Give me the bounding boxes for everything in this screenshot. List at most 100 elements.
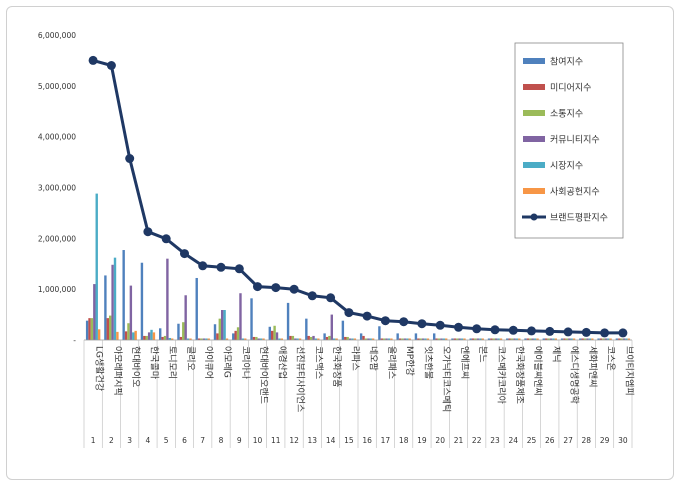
rank-label: 15	[344, 436, 354, 445]
bar	[487, 338, 491, 340]
bar	[202, 338, 206, 340]
category-label: 오가닉티코스메틱	[441, 346, 453, 412]
bar	[88, 318, 91, 340]
bar	[116, 331, 119, 340]
bar	[325, 336, 329, 340]
category-label: 한국화장품제조	[514, 346, 525, 404]
legend-label: 시장지수	[550, 161, 583, 172]
bar	[445, 338, 448, 340]
x-axis: LG생활건강 1 아모레퍼시픽 2 현대바이오 3 한국콜마 4 토니모리 5 클리오 6 아이큐어 7 아…	[83, 339, 635, 448]
category-label: 네오팜	[368, 346, 379, 371]
bar	[533, 338, 537, 340]
bar	[335, 338, 338, 340]
bar	[618, 338, 621, 340]
bar	[414, 333, 418, 340]
bar	[223, 310, 226, 340]
bar	[168, 337, 171, 340]
bar	[554, 338, 557, 340]
bar	[481, 338, 484, 340]
rank-label: 3	[127, 436, 132, 445]
bar	[305, 318, 308, 340]
category-label: 한국콜마	[148, 346, 159, 380]
bar	[362, 335, 365, 340]
bar	[518, 338, 521, 340]
line-point	[399, 317, 409, 327]
bar	[433, 333, 436, 340]
line-point	[106, 61, 116, 70]
bar	[314, 338, 318, 340]
y-tick-label: 5,000,000	[38, 82, 76, 91]
bar	[333, 338, 336, 340]
bar	[417, 338, 420, 340]
y-tick-label: 3,000,000	[38, 184, 76, 193]
category-label: 현대바이오	[130, 346, 141, 387]
bar	[424, 338, 427, 340]
bar	[406, 338, 409, 340]
rank-label: 7	[200, 436, 205, 445]
bar	[278, 338, 281, 340]
bar	[286, 302, 290, 340]
legend-marker	[530, 213, 538, 221]
bar	[234, 330, 237, 340]
line-point	[508, 325, 518, 335]
bar	[364, 338, 368, 340]
bar	[150, 329, 153, 340]
legend-label: 미디어지수	[550, 83, 591, 94]
line-point	[600, 328, 610, 338]
line-point	[289, 284, 299, 294]
rank-label: 12	[289, 436, 299, 445]
legend-label: 참여지수	[550, 56, 583, 68]
category-label: 브이티지엠피	[623, 346, 635, 396]
legend-swatch	[523, 136, 545, 142]
bar	[620, 338, 623, 340]
bar	[572, 338, 576, 340]
bar	[586, 338, 589, 340]
line-point	[344, 308, 354, 318]
bar	[583, 338, 587, 340]
bar	[435, 338, 438, 340]
bar	[615, 338, 619, 340]
bar	[189, 338, 192, 340]
bar	[109, 315, 112, 340]
bar	[171, 338, 174, 340]
bar	[442, 338, 445, 340]
bar	[179, 336, 183, 340]
bar	[241, 338, 245, 340]
bar	[536, 338, 539, 340]
bar	[367, 338, 370, 340]
y-axis: - 1,000,000 2,000,000 3,000,000 4,000,000 5,0…	[38, 31, 76, 345]
bar	[132, 332, 135, 341]
legend-label: 커뮤니티지수	[550, 135, 600, 146]
legend-swatch	[523, 58, 545, 64]
bar	[268, 326, 271, 340]
legend-label: 소통지수	[550, 109, 583, 120]
rank-label: 21	[454, 436, 464, 445]
bar	[451, 338, 454, 340]
bar	[510, 338, 514, 340]
category-label: 코리아나	[240, 346, 251, 379]
bar	[508, 338, 511, 340]
line-point	[88, 55, 98, 65]
rank-label: 25	[527, 436, 537, 445]
bar	[252, 336, 256, 340]
rank-label: 20	[435, 436, 445, 445]
bar	[353, 338, 357, 340]
bar	[515, 338, 519, 340]
bar	[145, 335, 148, 340]
rank-label: 1	[91, 436, 96, 445]
rank-label: 10	[253, 436, 263, 445]
bar	[205, 338, 208, 340]
legend-swatch	[523, 84, 545, 90]
category-label: 아이큐어	[203, 346, 214, 379]
bar	[351, 338, 354, 340]
bar	[93, 284, 96, 340]
line-point	[271, 283, 281, 293]
reputation-line	[88, 55, 628, 338]
bar	[317, 338, 320, 340]
bar	[531, 338, 534, 340]
bar	[328, 335, 331, 340]
bar	[218, 318, 221, 340]
bar	[458, 338, 461, 340]
line-point	[581, 327, 591, 337]
